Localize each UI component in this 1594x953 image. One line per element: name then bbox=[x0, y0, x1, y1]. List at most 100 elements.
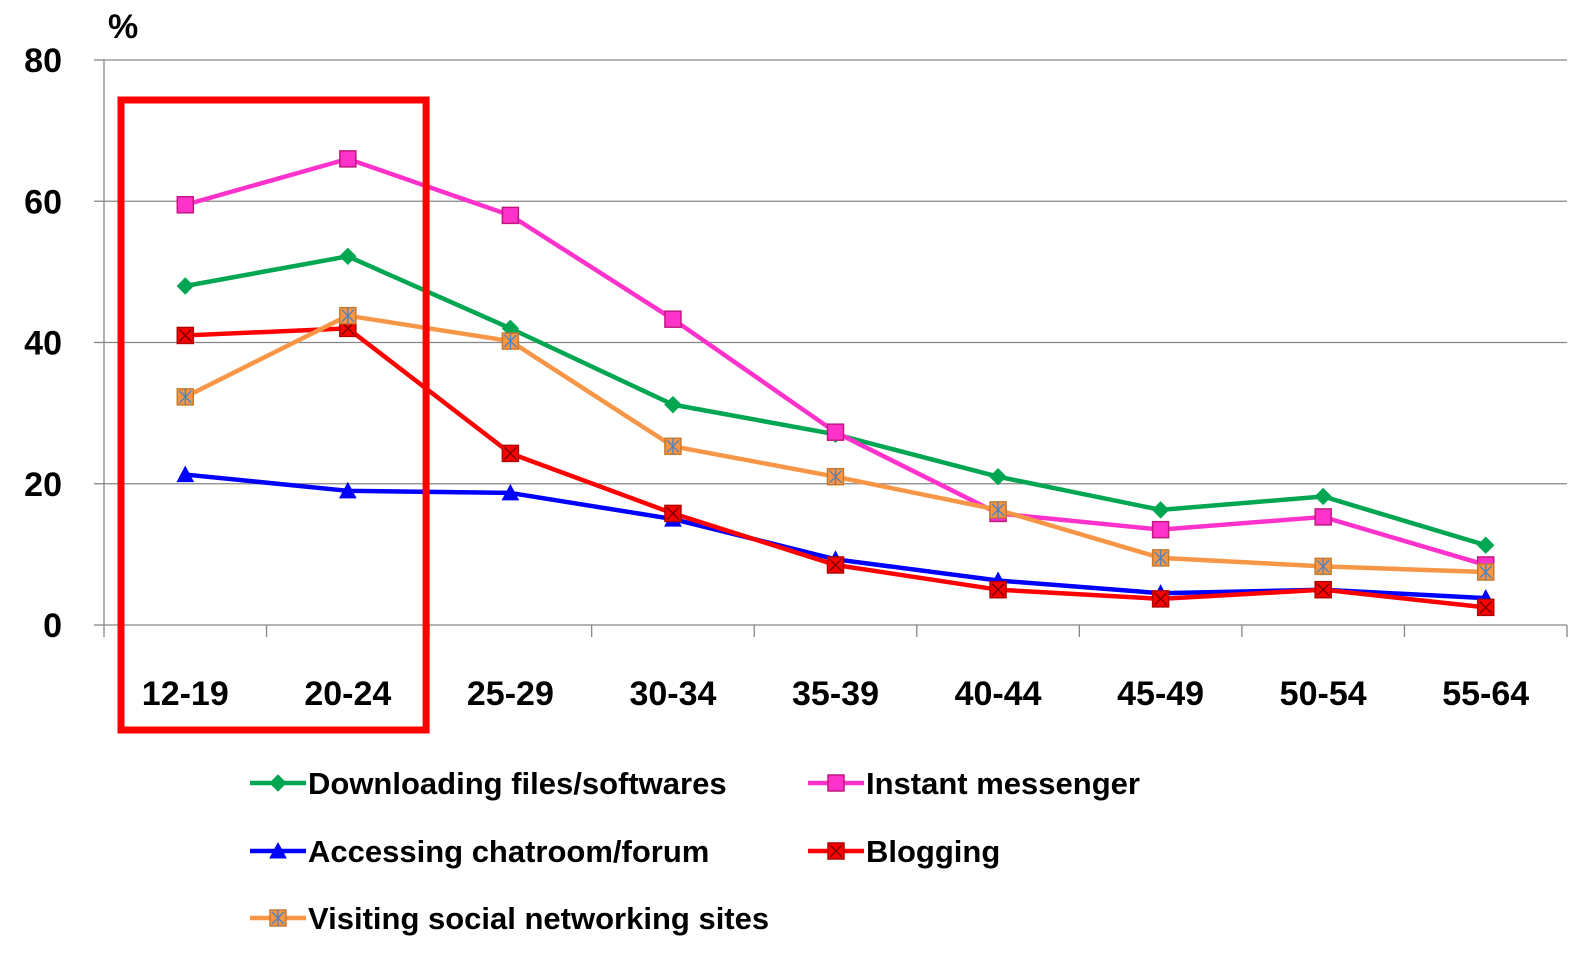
data-point bbox=[664, 504, 682, 523]
gridlines bbox=[94, 59, 1567, 626]
y-tick-labels: 0 20 40 60 80 bbox=[24, 42, 62, 645]
marker-shape bbox=[339, 247, 357, 266]
data-point bbox=[339, 481, 357, 499]
marker-shape bbox=[339, 150, 357, 168]
data-point bbox=[501, 332, 520, 350]
legend-marker bbox=[269, 909, 287, 927]
marker-shape bbox=[1151, 501, 1170, 519]
data-point bbox=[176, 388, 195, 406]
data-point bbox=[1151, 501, 1170, 519]
marker-cross bbox=[666, 506, 680, 520]
marker-shape bbox=[826, 423, 845, 441]
legend-marker bbox=[269, 774, 287, 792]
legend-marker bbox=[827, 842, 845, 860]
marker-cross bbox=[1154, 549, 1168, 566]
marker-shape bbox=[176, 465, 195, 483]
data-point bbox=[339, 306, 357, 325]
x-tick-label: 40-44 bbox=[955, 675, 1042, 713]
x-tick-label: 50-54 bbox=[1280, 675, 1367, 713]
marker-shape bbox=[1314, 508, 1332, 526]
data-point bbox=[1476, 563, 1495, 581]
marker-shape bbox=[1314, 487, 1332, 506]
data-point bbox=[339, 247, 357, 266]
data-point bbox=[826, 467, 845, 486]
x-tick-label: 25-29 bbox=[467, 675, 554, 713]
data-point bbox=[1151, 590, 1170, 608]
x-tick-label: 55-64 bbox=[1442, 675, 1529, 713]
marker-cross bbox=[503, 446, 517, 460]
highlight-box bbox=[117, 96, 430, 734]
series-0 bbox=[176, 247, 1495, 554]
data-point bbox=[664, 310, 682, 328]
data-point bbox=[826, 423, 845, 441]
x-tick-label: 12-19 bbox=[142, 675, 229, 713]
data-point bbox=[501, 206, 520, 225]
marker-cross bbox=[503, 333, 517, 350]
data-point bbox=[1314, 508, 1332, 526]
data-point bbox=[1151, 520, 1170, 539]
data-point bbox=[1314, 557, 1332, 576]
series-3 bbox=[176, 319, 1495, 617]
legend-label: Instant messenger bbox=[866, 766, 1140, 801]
data-point bbox=[1476, 598, 1495, 617]
marker-shape bbox=[501, 206, 520, 225]
legend-label: Blogging bbox=[866, 834, 1000, 869]
data-point bbox=[989, 580, 1007, 599]
series-line bbox=[185, 472, 1486, 601]
marker-cross bbox=[1316, 558, 1330, 575]
legend: Downloading files/softwares Instant messe… bbox=[250, 766, 1140, 936]
marker-cross bbox=[1479, 564, 1493, 581]
data-point bbox=[176, 465, 195, 483]
marker-shape bbox=[339, 481, 357, 499]
marker-shape bbox=[176, 277, 194, 295]
legend-item: Visiting social networking sites bbox=[250, 901, 769, 936]
series-line bbox=[184, 254, 1487, 548]
marker-cross bbox=[1154, 592, 1168, 606]
marker-cross bbox=[271, 910, 285, 926]
data-point bbox=[664, 437, 682, 456]
marker-shape bbox=[176, 196, 195, 214]
legend-marker bbox=[269, 841, 287, 859]
data-point bbox=[501, 444, 520, 463]
legend-label: Accessing chatroom/forum bbox=[308, 834, 709, 869]
y-axis-unit-label: % bbox=[108, 8, 138, 46]
legend-item: Downloading files/softwares bbox=[250, 766, 727, 801]
legend-item: Instant messenger bbox=[808, 766, 1140, 801]
legend-item: Blogging bbox=[808, 834, 1000, 869]
data-point bbox=[989, 501, 1007, 519]
marker-shape bbox=[827, 774, 845, 792]
marker-cross bbox=[829, 844, 843, 858]
data-point bbox=[339, 150, 357, 168]
y-tick-label: 80 bbox=[24, 42, 62, 80]
data-point bbox=[664, 395, 682, 414]
data-point bbox=[176, 277, 194, 295]
legend-marker bbox=[827, 774, 845, 792]
marker-cross bbox=[828, 558, 843, 572]
data-point bbox=[1477, 536, 1495, 554]
marker-cross bbox=[829, 468, 842, 485]
x-tick-label: 20-24 bbox=[304, 675, 391, 713]
data-point bbox=[176, 326, 195, 345]
data-point bbox=[1314, 487, 1332, 506]
series-1 bbox=[176, 150, 1495, 574]
series-line bbox=[184, 156, 1487, 568]
x-tick-label: 30-34 bbox=[629, 675, 716, 713]
data-point bbox=[1151, 549, 1170, 567]
legend-label: Visiting social networking sites bbox=[308, 901, 769, 936]
x-tick-labels: 12-19 20-24 25-29 30-34 35-39 40-44 45-49 50-54… bbox=[142, 675, 1529, 713]
marker-cross bbox=[341, 307, 355, 324]
data-point bbox=[501, 483, 520, 501]
data-point bbox=[989, 467, 1007, 486]
data-point bbox=[176, 196, 195, 214]
marker-shape bbox=[664, 310, 682, 328]
series-2 bbox=[176, 465, 1495, 606]
marker-shape bbox=[269, 774, 287, 792]
y-tick-label: 40 bbox=[24, 325, 62, 363]
legend-label: Downloading files/softwares bbox=[308, 766, 727, 801]
series-4 bbox=[176, 306, 1495, 581]
marker-shape bbox=[501, 483, 520, 501]
marker-cross bbox=[991, 501, 1005, 518]
x-tick-label: 35-39 bbox=[792, 675, 879, 713]
marker-cross bbox=[666, 438, 680, 455]
